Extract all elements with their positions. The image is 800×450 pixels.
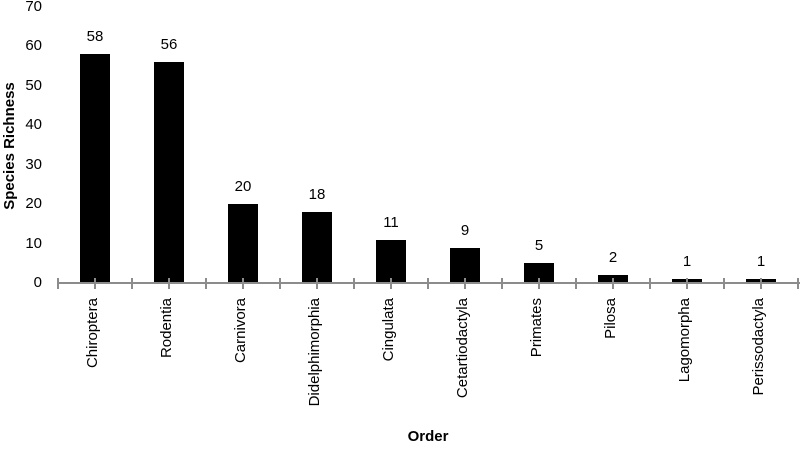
y-tick-label: 60 [25, 37, 42, 55]
bar-cingulata [376, 240, 406, 283]
data-label: 2 [608, 249, 618, 266]
x-tick-mark [205, 278, 207, 289]
data-label: 56 [160, 36, 178, 53]
x-tick-mark [538, 278, 540, 289]
y-tick-label: 10 [25, 234, 42, 252]
data-label: 9 [460, 222, 470, 239]
x-tick-mark [131, 278, 133, 289]
x-tick-mark [501, 278, 503, 289]
data-label: 1 [682, 253, 692, 270]
x-category-label: Perissodactyla [750, 298, 767, 396]
x-tick-mark [723, 278, 725, 289]
bar-chiroptera [80, 54, 110, 283]
data-label: 18 [308, 186, 326, 203]
bar-primates [524, 263, 554, 283]
x-category-label: Pilosa [602, 298, 619, 339]
bar-rodentia [154, 62, 184, 283]
bar-carnivora [228, 204, 258, 283]
data-label: 11 [383, 214, 399, 231]
x-tick-mark [168, 278, 170, 289]
data-label: 58 [86, 28, 104, 45]
bar-cetartiodactyla [450, 248, 480, 283]
x-category-label: Chiroptera [84, 298, 101, 369]
y-tick-label: 70 [25, 0, 42, 15]
x-category-label: Lagomorpha [676, 298, 693, 383]
x-tick-mark [612, 278, 614, 289]
x-tick-mark [279, 278, 281, 289]
x-tick-mark [686, 278, 688, 289]
x-category-label: Cetartiodactyla [454, 298, 471, 399]
y-tick-label: 0 [33, 274, 42, 291]
x-axis-line [58, 282, 800, 284]
y-tick-label: 50 [25, 76, 42, 94]
data-label: 5 [534, 237, 544, 254]
x-category-label: Cingulata [380, 298, 397, 362]
data-label: 1 [756, 253, 766, 270]
x-tick-mark [316, 278, 318, 289]
x-axis-title: Order [407, 428, 449, 445]
x-category-label: Rodentia [158, 298, 175, 359]
x-tick-mark [464, 278, 466, 289]
x-tick-mark [649, 278, 651, 289]
x-tick-mark [57, 278, 59, 289]
x-tick-mark [760, 278, 762, 289]
x-tick-mark [427, 278, 429, 289]
x-category-label: Didelphimorphia [306, 298, 323, 407]
x-tick-mark [353, 278, 355, 289]
x-tick-mark [390, 278, 392, 289]
x-tick-mark [797, 278, 799, 289]
x-category-label: Carnivora [232, 298, 249, 364]
x-tick-mark [242, 278, 244, 289]
x-tick-mark [94, 278, 96, 289]
y-tick-label: 30 [25, 155, 42, 173]
y-tick-label: 20 [25, 195, 42, 213]
data-label: 20 [234, 178, 252, 195]
x-category-label: Primates [528, 298, 545, 358]
bar-didelphimorphia [302, 212, 332, 283]
y-tick-label: 40 [25, 116, 42, 134]
y-axis-title: Species Richness [1, 82, 18, 210]
x-tick-mark [575, 278, 577, 289]
